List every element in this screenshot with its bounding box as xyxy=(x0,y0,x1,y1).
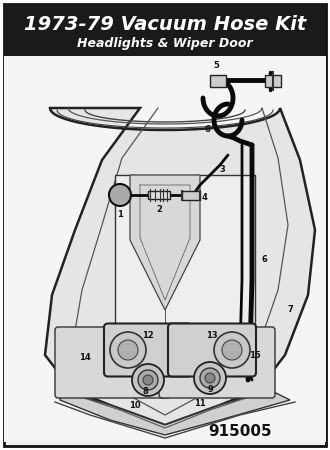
Polygon shape xyxy=(60,390,290,435)
Text: 6: 6 xyxy=(262,256,268,265)
Text: 14: 14 xyxy=(79,354,91,363)
Bar xyxy=(265,75,281,87)
FancyBboxPatch shape xyxy=(159,327,275,398)
Circle shape xyxy=(109,184,131,206)
Text: 8: 8 xyxy=(142,387,148,396)
Circle shape xyxy=(118,340,138,360)
Circle shape xyxy=(110,332,146,368)
Bar xyxy=(148,191,170,199)
FancyBboxPatch shape xyxy=(104,324,192,377)
Text: 15: 15 xyxy=(249,351,261,360)
Text: Headlights & Wiper Door: Headlights & Wiper Door xyxy=(77,36,253,50)
Circle shape xyxy=(222,340,242,360)
Text: 12: 12 xyxy=(142,332,154,341)
FancyBboxPatch shape xyxy=(55,327,171,398)
Bar xyxy=(210,75,226,87)
Bar xyxy=(4,4,326,56)
Text: 9: 9 xyxy=(207,386,213,395)
Circle shape xyxy=(214,332,250,368)
Text: 1973-79 Vacuum Hose Kit: 1973-79 Vacuum Hose Kit xyxy=(24,14,306,33)
Text: 6: 6 xyxy=(204,126,210,135)
Text: 1: 1 xyxy=(117,210,123,219)
Bar xyxy=(115,175,255,340)
Text: 2: 2 xyxy=(156,205,162,214)
Circle shape xyxy=(205,373,215,383)
Circle shape xyxy=(194,362,226,394)
Text: 10: 10 xyxy=(129,400,141,410)
Text: 3: 3 xyxy=(219,166,225,175)
FancyBboxPatch shape xyxy=(168,324,256,377)
Polygon shape xyxy=(130,175,200,310)
Circle shape xyxy=(200,368,220,388)
Bar xyxy=(4,56,326,442)
Circle shape xyxy=(143,375,153,385)
Text: 11: 11 xyxy=(194,399,206,408)
Text: 7: 7 xyxy=(287,306,293,315)
Text: 13: 13 xyxy=(206,332,218,341)
Text: 4: 4 xyxy=(202,194,208,202)
Bar xyxy=(182,191,200,200)
Circle shape xyxy=(132,364,164,396)
Circle shape xyxy=(138,370,158,390)
Polygon shape xyxy=(45,108,315,425)
Text: 915005: 915005 xyxy=(208,424,272,440)
Text: 5: 5 xyxy=(213,62,219,71)
